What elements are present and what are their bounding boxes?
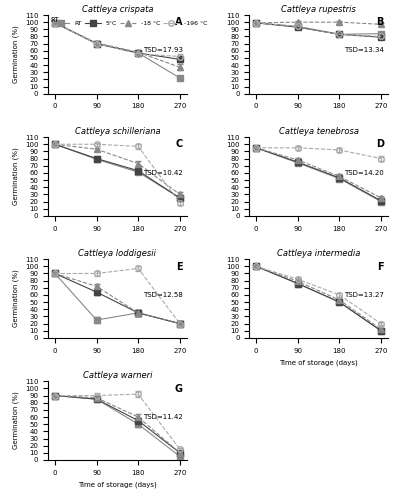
Text: E: E: [176, 262, 183, 272]
Text: D: D: [376, 140, 384, 149]
Text: C: C: [175, 140, 183, 149]
Text: TSD=12.58: TSD=12.58: [143, 292, 183, 298]
Title: Cattleya warneri: Cattleya warneri: [83, 372, 152, 380]
Title: Cattleya tenebrosa: Cattleya tenebrosa: [279, 128, 359, 136]
X-axis label: Time of storage (days): Time of storage (days): [279, 359, 358, 366]
Text: RT: RT: [51, 18, 59, 24]
Y-axis label: Germination (%): Germination (%): [13, 270, 19, 328]
Text: F: F: [377, 262, 384, 272]
Text: TSD=14.20: TSD=14.20: [344, 170, 384, 175]
Y-axis label: Germination (%): Germination (%): [13, 148, 19, 206]
Text: TSD=17.93: TSD=17.93: [143, 48, 183, 54]
Y-axis label: Germination (%): Germination (%): [13, 26, 19, 84]
Title: Cattleya schilleriana: Cattleya schilleriana: [74, 128, 160, 136]
X-axis label: Time of storage (days): Time of storage (days): [78, 482, 157, 488]
Title: Cattleya loddigesii: Cattleya loddigesii: [78, 250, 156, 258]
Title: Cattleya crispata: Cattleya crispata: [82, 5, 153, 14]
Text: A: A: [175, 18, 183, 28]
Text: TSD=13.34: TSD=13.34: [344, 48, 384, 54]
Text: TSD=13.27: TSD=13.27: [344, 292, 384, 298]
Text: TSD=10.42: TSD=10.42: [143, 170, 183, 175]
Text: TSD=11.42: TSD=11.42: [143, 414, 183, 420]
Legend: RT, 5°C, -18 °C, -196 °C: RT, 5°C, -18 °C, -196 °C: [51, 18, 210, 28]
Y-axis label: Germination (%): Germination (%): [13, 392, 19, 450]
Text: G: G: [175, 384, 183, 394]
Title: Cattleya rupestris: Cattleya rupestris: [281, 5, 356, 14]
Text: B: B: [376, 18, 384, 28]
Title: Cattleya intermedia: Cattleya intermedia: [277, 250, 360, 258]
